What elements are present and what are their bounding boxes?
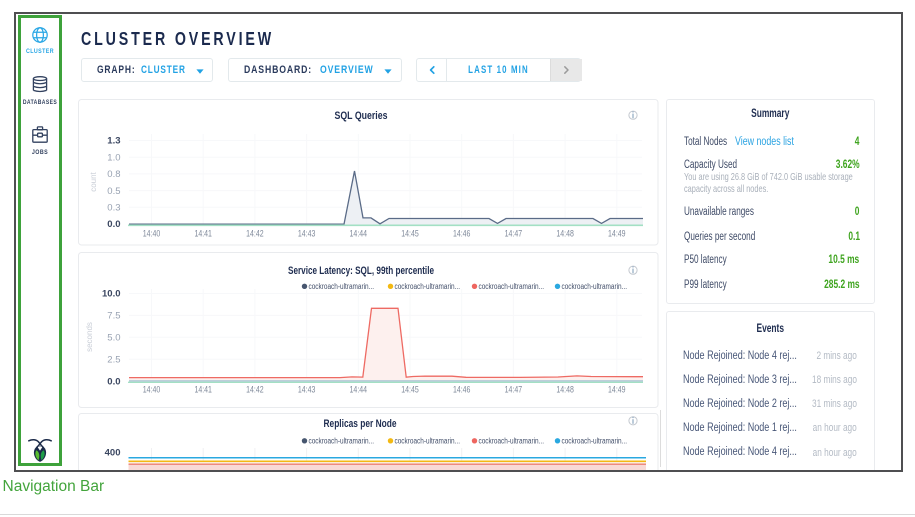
svg-text:14:40: 14:40 [143, 385, 161, 395]
svg-text:Replicas per Node: Replicas per Node [324, 418, 397, 430]
svg-text:14:47: 14:47 [505, 385, 523, 395]
svg-text:14:44: 14:44 [350, 229, 368, 239]
svg-text:14:47: 14:47 [505, 229, 523, 239]
svg-text:seconds: seconds [85, 322, 94, 352]
svg-text:14:40: 14:40 [143, 229, 161, 239]
svg-text:14:42: 14:42 [246, 229, 264, 239]
svg-text:SQL Queries: SQL Queries [335, 110, 388, 122]
svg-text:cockroach-ultramarin...: cockroach-ultramarin... [479, 437, 545, 446]
svg-text:Service Latency: SQL, 99th per: Service Latency: SQL, 99th percentile [288, 265, 434, 277]
svg-text:400: 400 [105, 448, 121, 459]
svg-text:14:43: 14:43 [298, 229, 316, 239]
svg-text:14:49: 14:49 [608, 229, 626, 239]
svg-text:count: count [89, 171, 98, 191]
svg-text:0.0: 0.0 [107, 376, 120, 387]
svg-text:cockroach-ultramarin...: cockroach-ultramarin... [395, 437, 461, 446]
svg-text:14:45: 14:45 [401, 229, 419, 239]
svg-text:cockroach-ultramarin...: cockroach-ultramarin... [479, 282, 545, 291]
svg-text:cockroach-ultramarin...: cockroach-ultramarin... [395, 282, 461, 291]
svg-text:14:43: 14:43 [298, 385, 316, 395]
svg-text:2.5: 2.5 [107, 354, 120, 365]
svg-text:1.0: 1.0 [107, 152, 120, 163]
svg-text:0.8: 0.8 [107, 169, 120, 180]
svg-text:cockroach-ultramarin...: cockroach-ultramarin... [309, 437, 375, 446]
svg-text:0.5: 0.5 [107, 186, 120, 197]
svg-text:5.0: 5.0 [107, 333, 120, 344]
svg-text:14:42: 14:42 [246, 385, 264, 395]
svg-text:14:41: 14:41 [194, 385, 212, 395]
svg-text:14:41: 14:41 [194, 229, 212, 239]
svg-text:0.0: 0.0 [107, 219, 120, 230]
svg-text:1.3: 1.3 [107, 136, 120, 147]
svg-text:14:49: 14:49 [608, 385, 626, 395]
svg-text:cockroach-ultramarin...: cockroach-ultramarin... [562, 437, 628, 446]
svg-text:14:45: 14:45 [401, 385, 419, 395]
svg-text:14:44: 14:44 [350, 385, 368, 395]
svg-text:cockroach-ultramarin...: cockroach-ultramarin... [309, 282, 375, 291]
svg-text:cockroach-ultramarin...: cockroach-ultramarin... [562, 282, 628, 291]
svg-text:7.5: 7.5 [107, 311, 120, 322]
svg-text:14:48: 14:48 [556, 385, 574, 395]
svg-text:14:46: 14:46 [453, 385, 471, 395]
svg-text:14:46: 14:46 [453, 229, 471, 239]
svg-text:0.3: 0.3 [107, 203, 120, 214]
svg-text:14:48: 14:48 [556, 229, 574, 239]
svg-text:10.0: 10.0 [102, 289, 121, 300]
